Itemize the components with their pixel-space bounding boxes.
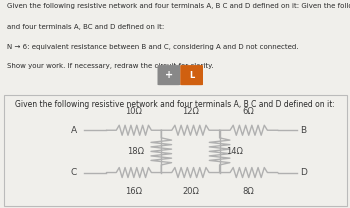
Text: 20Ω: 20Ω <box>182 187 199 196</box>
Text: 10Ω: 10Ω <box>125 107 142 116</box>
Text: +: + <box>165 70 173 80</box>
Text: Given the following resistive network and four terminals A, B C and D defined on: Given the following resistive network an… <box>15 100 335 109</box>
Text: 16Ω: 16Ω <box>125 187 142 196</box>
Text: 8Ω: 8Ω <box>243 187 254 196</box>
Text: C: C <box>71 168 77 177</box>
Text: N → 6: equivalent resistance between B and C, considering A and D not connected.: N → 6: equivalent resistance between B a… <box>7 44 299 50</box>
Text: B: B <box>301 126 307 135</box>
Text: Show your work. If necessary, redraw the circuit for clarity.: Show your work. If necessary, redraw the… <box>7 63 214 69</box>
Text: 6Ω: 6Ω <box>243 107 254 116</box>
Text: and four terminals A, BC and D defined on it:: and four terminals A, BC and D defined o… <box>7 25 164 30</box>
Text: D: D <box>300 168 307 177</box>
Text: L: L <box>189 71 194 80</box>
Text: Given the following resistive network and four terminals A, B C and D defined on: Given the following resistive network an… <box>7 3 350 9</box>
FancyBboxPatch shape <box>180 65 203 85</box>
FancyBboxPatch shape <box>158 65 180 85</box>
Text: 18Ω: 18Ω <box>127 147 144 156</box>
Text: 12Ω: 12Ω <box>182 107 199 116</box>
Text: A: A <box>71 126 77 135</box>
Text: 14Ω: 14Ω <box>226 147 244 156</box>
